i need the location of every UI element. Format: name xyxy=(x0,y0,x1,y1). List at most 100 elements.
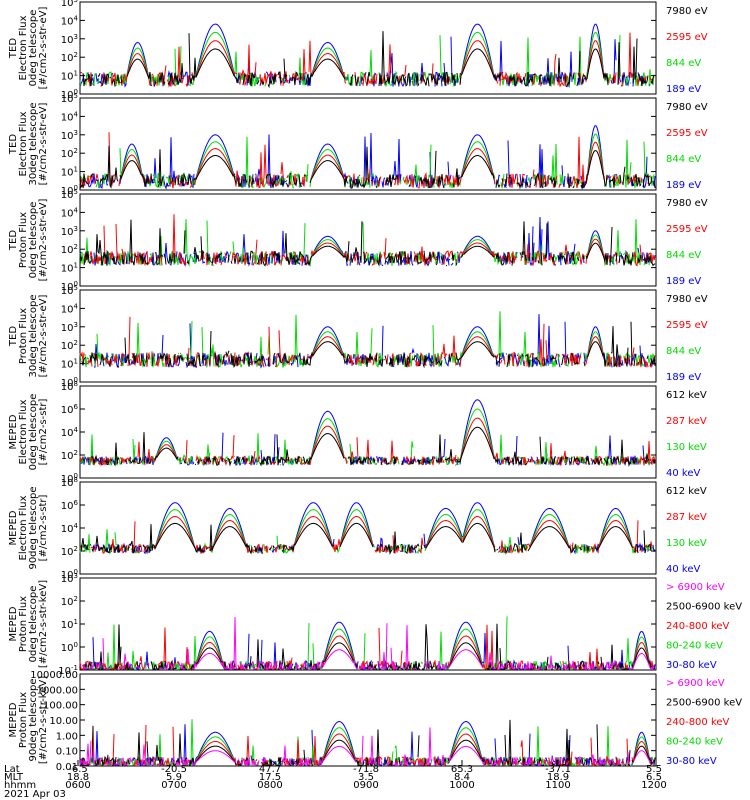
y-tick-exp: 5 xyxy=(74,188,78,196)
y-axis-label-line: Proton Flux xyxy=(18,692,29,748)
y-tick-base: 10 xyxy=(61,620,74,631)
legend-entry: 189 eV xyxy=(666,372,701,383)
y-tick-exp: 1 xyxy=(74,618,78,626)
y-tick-base: 10 xyxy=(61,474,74,485)
x-tick-label: 47.7 xyxy=(259,764,281,775)
y-tick-base: 10 xyxy=(61,304,74,315)
y-tick-base: 10 xyxy=(61,72,74,83)
y-tick-label: 102 xyxy=(61,449,78,462)
x-tick-label: 8.4 xyxy=(454,772,470,783)
y-tick-label: 105 xyxy=(61,188,78,201)
y-tick-base: 10 xyxy=(61,501,74,512)
panel-frame xyxy=(79,1,657,95)
panel-frame xyxy=(79,577,657,671)
y-tick-exp: 5 xyxy=(74,92,78,100)
x-tick-label: 0800 xyxy=(257,780,282,791)
y-tick-exp: 1 xyxy=(74,358,78,366)
x-row-label: Lat xyxy=(4,764,20,775)
y-axis-label-line: Electron Flux xyxy=(18,15,29,80)
legend-entry: 612 keV xyxy=(666,486,707,497)
y-axis-label-line: MEPED xyxy=(8,510,19,545)
y-tick-exp: 0 xyxy=(74,88,78,96)
y-tick-exp: 2 xyxy=(74,595,78,603)
y-tick-base: 10 xyxy=(61,35,74,46)
legend-entry: 844 eV xyxy=(666,346,701,357)
y-tick-base: 10 xyxy=(61,0,74,9)
y-tick-base: 10 xyxy=(61,90,74,101)
y-tick-label: 103 xyxy=(61,321,78,334)
legend-entry: 2500-6900 keV xyxy=(666,698,742,709)
y-tick-base: 10 xyxy=(61,341,74,352)
y-axis-label: TEDProton Flux0deg telescope[#/cm2-s-str… xyxy=(8,199,49,282)
x-tick-label: 0700 xyxy=(161,780,186,791)
y-axis-label-line: 0deg telescope xyxy=(28,586,39,663)
y-axis-label-line: [#/cm2-s-str] xyxy=(38,494,49,561)
legend-entry: 7980 eV xyxy=(666,294,708,305)
x-tick-label: 5.9 xyxy=(166,772,182,783)
y-tick-label: 100 xyxy=(61,376,78,389)
y-axis-label-line: [#/cm2-s-str-eV] xyxy=(38,199,49,282)
legend-entry: 30-80 keV xyxy=(666,660,717,671)
y-tick-label: 108 xyxy=(61,476,78,489)
y-tick-label: 108 xyxy=(61,380,78,393)
y-tick-label: 100 xyxy=(61,88,78,101)
y-axis-label: MEPEDElectron Flux0deg telescope[#/cm2-s… xyxy=(8,394,49,471)
x-tick-label: 65.3 xyxy=(451,764,473,775)
legend-entry: 2500-6900 keV xyxy=(666,602,742,613)
legend-entry: 189 eV xyxy=(666,84,701,95)
legend-entry: 844 eV xyxy=(666,154,701,165)
y-tick-label: 100 xyxy=(61,641,78,654)
series-trace xyxy=(81,321,656,369)
legend-entry: 130 keV xyxy=(666,538,707,549)
legend-entry: 240-800 keV xyxy=(666,621,730,632)
legend-entry: 2595 eV xyxy=(666,224,708,235)
y-tick-label: 102 xyxy=(61,51,78,64)
y-axis-label-line: Proton Flux xyxy=(18,596,29,652)
y-axis-label-line: Proton Flux xyxy=(18,308,29,364)
y-tick-exp: 1 xyxy=(74,166,78,174)
y-tick-base: 10 xyxy=(61,53,74,64)
y-tick-label: 101 xyxy=(61,262,78,275)
date-label: 2021 Apr 03 xyxy=(4,789,66,800)
panel-frame xyxy=(79,193,657,287)
y-axis-label-line: Electron Flux xyxy=(18,111,29,176)
legend-entry: 130 keV xyxy=(666,442,707,453)
y-tick-base: 10 xyxy=(61,643,74,654)
y-tick-exp: 2 xyxy=(74,339,78,347)
legend-entry: > 6900 keV xyxy=(666,582,725,593)
y-axis-label: TEDElectron Flux0deg telescope[#/cm2-s-s… xyxy=(8,7,49,90)
y-tick-base: 10 xyxy=(61,286,74,297)
series-trace xyxy=(82,426,656,468)
y-tick-label: 104 xyxy=(61,206,79,219)
y-tick-label: 104 xyxy=(61,302,79,315)
y-tick-base: 10 xyxy=(61,94,74,105)
y-axis-label-line: 0deg telescope xyxy=(28,394,39,471)
y-axis-label-line: TED xyxy=(8,134,19,155)
x-tick-label: 18.9 xyxy=(547,772,569,783)
legend-entry: 40 keV xyxy=(666,468,700,479)
y-tick-exp: 8 xyxy=(74,476,78,484)
y-tick-base: 10 xyxy=(61,190,74,201)
y-tick-label: 102 xyxy=(61,339,78,352)
series-trace xyxy=(81,616,654,669)
y-tick-label: 102 xyxy=(61,147,78,160)
legend-entry: 2595 eV xyxy=(666,32,708,43)
y-axis-label-line: [#/cm2-s-str] xyxy=(38,398,49,465)
legend-entry: 844 eV xyxy=(666,58,701,69)
y-axis-label: MEPEDProton Flux0deg telescope[#/cm2-s-s… xyxy=(8,580,49,668)
y-tick-exp: 3 xyxy=(74,225,78,233)
y-tick-exp: 6 xyxy=(74,403,79,411)
y-tick-label: 105 xyxy=(61,284,78,297)
y-axis-label-line: 90deg telescope xyxy=(28,486,39,569)
y-axis-label-line: TED xyxy=(8,326,19,347)
y-tick-exp: 6 xyxy=(74,499,79,507)
y-axis-label-line: TED xyxy=(8,38,19,59)
y-tick-label: 103 xyxy=(61,0,78,9)
y-tick-exp: -1 xyxy=(71,664,78,672)
y-tick-exp: 4 xyxy=(74,110,79,118)
